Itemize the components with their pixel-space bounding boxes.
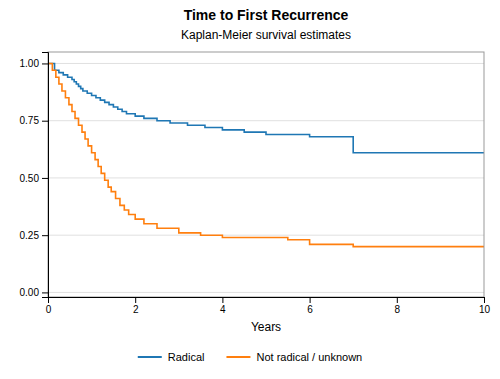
x-axis: 0 2 4 6 8 10 <box>46 297 491 315</box>
y-tick-mark <box>42 121 48 122</box>
subtitle: Kaplan-Meier survival estimates <box>181 28 351 42</box>
y-tick: 0.25 <box>20 230 48 241</box>
x-tick: 6 <box>307 297 313 315</box>
x-tick: 10 <box>479 297 491 315</box>
x-tick-label: 0 <box>46 304 52 315</box>
x-tick: 2 <box>133 297 139 315</box>
legend-item: Not radical / unknown <box>226 351 362 363</box>
x-tick-label: 8 <box>395 304 401 315</box>
legend-swatch <box>138 356 162 358</box>
series-line <box>48 63 484 152</box>
x-axis-line <box>49 298 485 304</box>
y-tick-mark <box>42 178 48 179</box>
x-tick-mark <box>397 297 398 303</box>
plot-area <box>48 63 484 246</box>
x-tick: 4 <box>220 297 226 315</box>
series-line <box>48 63 484 246</box>
title: Time to First Recurrence <box>184 7 349 23</box>
y-tick: 0.00 <box>20 287 48 298</box>
legend-label: Radical <box>168 351 205 363</box>
x-tick-mark <box>222 297 223 303</box>
grid-line <box>48 63 484 64</box>
x-tick-label: 10 <box>479 304 491 315</box>
grid-line <box>48 120 484 121</box>
grid <box>48 63 484 292</box>
grid-line <box>48 292 484 293</box>
y-axis: 0.00 0.25 0.50 0.75 1.00 <box>20 53 49 299</box>
x-tick: 0 <box>46 297 52 315</box>
x-tick-mark <box>310 297 311 303</box>
legend-label: Not radical / unknown <box>256 351 362 363</box>
x-tick-label: 4 <box>220 304 226 315</box>
y-tick-mark <box>42 63 48 64</box>
x-tick-label: 2 <box>133 304 139 315</box>
x-tick: 8 <box>395 297 401 315</box>
y-tick-label: 0.25 <box>20 230 40 241</box>
legend-item: Radical <box>138 351 205 363</box>
y-tick-label: 0.75 <box>20 115 40 126</box>
y-tick: 0.75 <box>20 115 48 126</box>
y-tick: 1.00 <box>20 58 48 69</box>
chart: 0 2 4 6 8 10 0.00 0.25 0.50 0.75 1.00 Time to First… <box>0 0 500 379</box>
y-tick-label: 0.00 <box>20 287 40 298</box>
y-axis-line <box>42 53 49 298</box>
x-tick-mark <box>484 297 485 303</box>
grid-line <box>48 235 484 236</box>
y-tick-mark <box>42 235 48 236</box>
x-axis-title: Years <box>251 320 281 334</box>
grid-line <box>48 177 484 178</box>
y-tick-label: 1.00 <box>20 58 40 69</box>
legend-swatch <box>226 356 250 358</box>
plot-frame <box>48 52 484 297</box>
y-tick-label: 0.50 <box>20 173 40 184</box>
x-tick-label: 6 <box>307 304 313 315</box>
y-tick-mark <box>42 292 48 293</box>
x-tick-mark <box>135 297 136 303</box>
y-tick: 0.50 <box>20 173 48 184</box>
legend: Radical Not radical / unknown <box>138 351 362 363</box>
